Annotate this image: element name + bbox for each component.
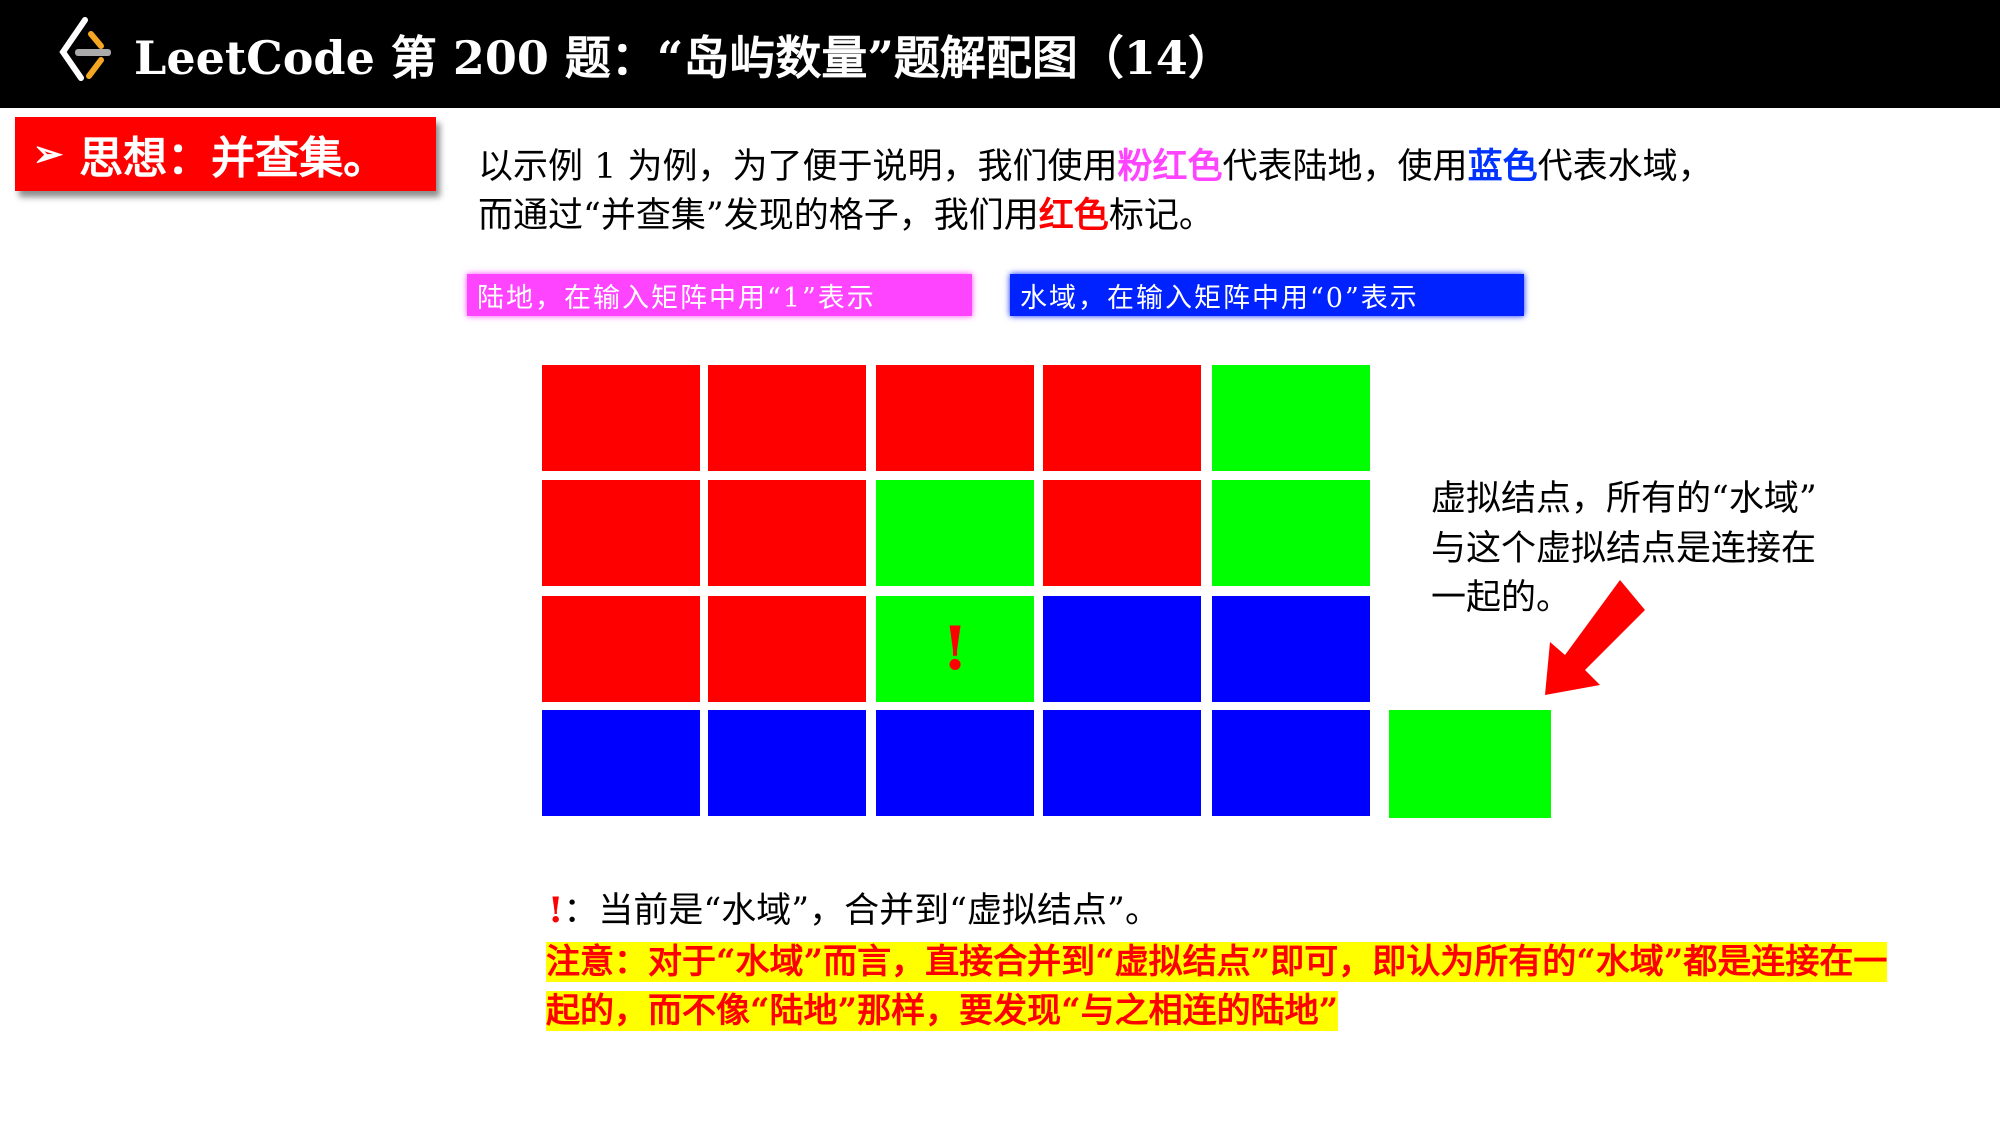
grid-cell-3-0	[542, 710, 700, 816]
page-title: LeetCode 第 200 题：“岛屿数量”题解配图（14）	[134, 31, 1234, 85]
grid-cell-0-2	[876, 365, 1034, 471]
grid-cell-3-1	[708, 710, 866, 816]
grid-cell-1-0	[542, 480, 700, 586]
grid-cell-2-4	[1212, 596, 1370, 702]
arrow-down-left-icon	[1545, 580, 1645, 695]
highlight-blue: 蓝色	[1467, 146, 1538, 187]
grid-cell-0-4	[1212, 365, 1370, 471]
section-label: ➢ 思想：并查集。	[15, 117, 436, 191]
intro-line-1: 以示例 1 为例，为了便于说明，我们使用粉红色代表陆地，使用蓝色代表水域，	[478, 138, 1713, 189]
legend-water: 水域，在输入矩阵中用“0”表示	[1010, 274, 1524, 316]
highlight-red: 红色	[1038, 195, 1109, 236]
virtual-node	[1389, 710, 1551, 818]
virtual-note-line: 虚拟结点，所有的“水域”	[1431, 479, 1817, 519]
grid-cell-0-3	[1043, 365, 1201, 471]
grid-cell-2-2: !	[876, 596, 1034, 702]
current-note-text: ：当前是“水域”，合并到“虚拟结点”。	[563, 891, 1160, 931]
grid-cell-1-1	[708, 480, 866, 586]
section-label-text: 思想：并查集。	[79, 133, 388, 184]
text: 而通过“并查集”发现的格子，我们用	[478, 196, 1039, 236]
arrow-right-icon: ➢	[33, 133, 64, 175]
grid-cell-0-0	[542, 365, 700, 471]
highlight-pink: 粉红色	[1117, 146, 1223, 187]
warning-text: 注意：对于“水域”而言，直接合并到“虚拟结点”即可，即认为所有的“水域”都是连接…	[546, 942, 1888, 1031]
text: 标记。	[1108, 196, 1214, 236]
header-bar: LeetCode 第 200 题：“岛屿数量”题解配图（14）	[0, 0, 2000, 108]
grid-cell-3-4	[1212, 710, 1370, 816]
virtual-note-line: 与这个虚拟结点是连接在	[1431, 529, 1817, 569]
grid-cell-1-2	[876, 480, 1034, 586]
current-cell-mark: !	[941, 614, 969, 684]
grid-cell-2-3	[1043, 596, 1201, 702]
grid-cell-2-1	[708, 596, 866, 702]
text: 代表陆地，使用	[1222, 147, 1468, 187]
virtual-note-line: 一起的。	[1431, 578, 1572, 618]
grid-cell-0-1	[708, 365, 866, 471]
legend-land: 陆地，在输入矩阵中用“1”表示	[467, 274, 972, 316]
intro-line-2: 而通过“并查集”发现的格子，我们用红色标记。	[478, 187, 1214, 238]
grid-cell-1-3	[1043, 480, 1201, 586]
grid-cell-3-2	[876, 710, 1034, 816]
current-note: !：当前是“水域”，合并到“虚拟结点”。	[548, 882, 1160, 933]
text: 代表水域，	[1537, 147, 1713, 187]
grid-cell-3-3	[1043, 710, 1201, 816]
text: 以示例 1 为例，为了便于说明，我们使用	[478, 147, 1118, 187]
warning-note: 注意：对于“水域”而言，直接合并到“虚拟结点”即可，即认为所有的“水域”都是连接…	[546, 938, 1888, 1036]
grid-cell-2-0	[542, 596, 700, 702]
current-mark: !	[548, 890, 564, 931]
leetcode-logo-icon	[59, 17, 111, 81]
grid-cell-1-4	[1212, 480, 1370, 586]
